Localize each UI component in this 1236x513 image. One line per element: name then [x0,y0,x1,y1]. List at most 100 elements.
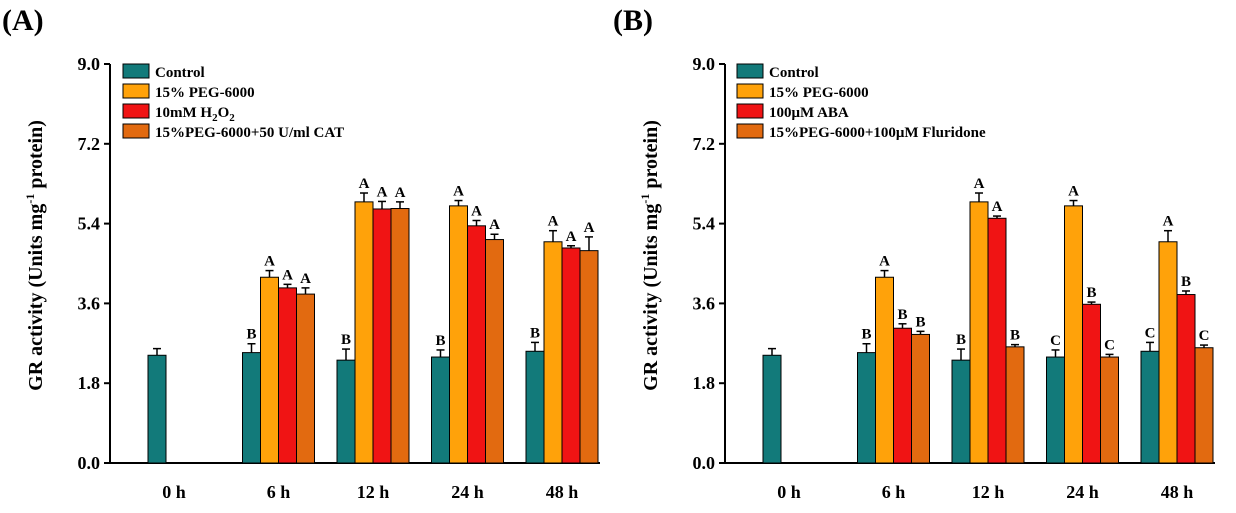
bar [1100,356,1119,464]
x-tick-label: 12 h [972,482,1005,502]
significance-letter: A [992,199,1003,215]
bar [1158,241,1178,464]
y-axis-label: GR activity (Units mg-1 protein) [23,120,47,391]
bar [561,247,581,464]
significance-letter: C [1104,337,1115,353]
significance-letter: A [377,184,388,200]
significance-letter: B [435,333,445,349]
bar [969,201,989,464]
bar [354,201,374,464]
significance-letter: A [1163,214,1174,230]
legend-swatch [122,123,150,139]
significance-letter: A [566,229,577,245]
bar [485,239,504,464]
bar [372,208,392,464]
significance-letter: A [489,217,500,233]
y-axis-label: GR activity (Units mg-1 protein) [638,120,662,391]
significance-letter: A [879,254,890,270]
x-tick-label: 48 h [546,482,579,502]
y-tick-label: 9.0 [78,54,101,74]
significance-letter: A [395,185,406,201]
bar [525,350,545,464]
bar [147,354,167,464]
x-tick-label: 24 h [451,482,484,502]
significance-letter: B [1086,285,1096,301]
bar [467,225,486,464]
legend-label: 15%PEG-6000+50 U/ml CAT [155,125,344,141]
significance-letter: A [264,254,275,270]
bar [431,356,450,464]
y-tick-label: 0.0 [78,453,101,473]
bar [1082,303,1101,464]
legend-label: 100μM ABA [769,105,849,121]
bar [893,327,912,464]
legend-swatch [122,83,150,99]
bar [579,250,599,464]
significance-letter: C [1199,328,1210,344]
legend-swatch [736,63,764,79]
significance-letter: A [359,176,370,192]
x-tick-label: 6 h [267,482,291,502]
x-tick-label: 0 h [162,482,186,502]
significance-letter: C [1145,325,1156,341]
bar [278,287,297,464]
legend-label: 15% PEG-6000 [155,85,255,101]
bar [1005,346,1025,464]
significance-letter: B [861,327,871,343]
significance-letter: A [1068,184,1079,200]
significance-letter: A [471,203,482,219]
y-tick-label: 0.0 [693,453,716,473]
significance-letter: B [246,327,256,343]
significance-letter: B [341,332,351,348]
y-tick-label: 5.4 [78,214,101,234]
significance-letter: B [1181,274,1191,290]
significance-letter: B [915,314,925,330]
bar [543,241,563,464]
legend-swatch [122,63,150,79]
legend-swatch [736,123,764,139]
significance-letter: B [530,325,540,341]
panel-a: (A) GR activity (Units mg-1 protein) 0.0 1.… [2,4,600,502]
y-tick-label: 5.4 [693,214,716,234]
bar [875,276,894,464]
bar [1064,205,1083,464]
significance-letter: A [584,220,595,236]
legend-label: Control [769,65,819,81]
bar [1046,356,1065,464]
bar [987,217,1007,464]
panel-b: (B) GR activity (Units mg-1 protein) 0.0 1.… [613,4,1215,502]
bar [911,333,930,464]
x-tick-label: 0 h [777,482,801,502]
bar [390,208,410,464]
panel-label: (A) [2,4,44,37]
significance-letter: A [300,271,311,287]
x-tick-label: 48 h [1161,482,1194,502]
y-tick-label: 1.8 [78,373,101,393]
bar [857,352,876,464]
legend-label: Control [155,65,205,81]
x-tick-label: 6 h [882,482,906,502]
bar [296,293,315,464]
bar [762,354,782,464]
significance-letter: A [453,184,464,200]
y-tick-label: 9.0 [693,54,716,74]
y-tick-label: 3.6 [693,293,716,313]
significance-letter: C [1050,333,1061,349]
legend-swatch [736,103,764,119]
legend-label: 15% PEG-6000 [769,85,869,101]
significance-letter: A [282,267,293,283]
bar [260,276,279,464]
significance-letter: A [548,214,559,230]
y-tick-label: 7.2 [693,134,716,154]
bar [951,359,971,464]
legend-label: 10mM H2O2 [155,105,235,124]
y-tick-label: 3.6 [78,293,101,313]
x-tick-label: 24 h [1066,482,1099,502]
legend-swatch [736,83,764,99]
legend-label: 15%PEG-6000+100μM Fluridone [769,125,986,141]
bar [1194,347,1214,464]
significance-letter: B [956,332,966,348]
bar [336,359,356,464]
x-tick-label: 12 h [357,482,390,502]
bar [449,205,468,464]
